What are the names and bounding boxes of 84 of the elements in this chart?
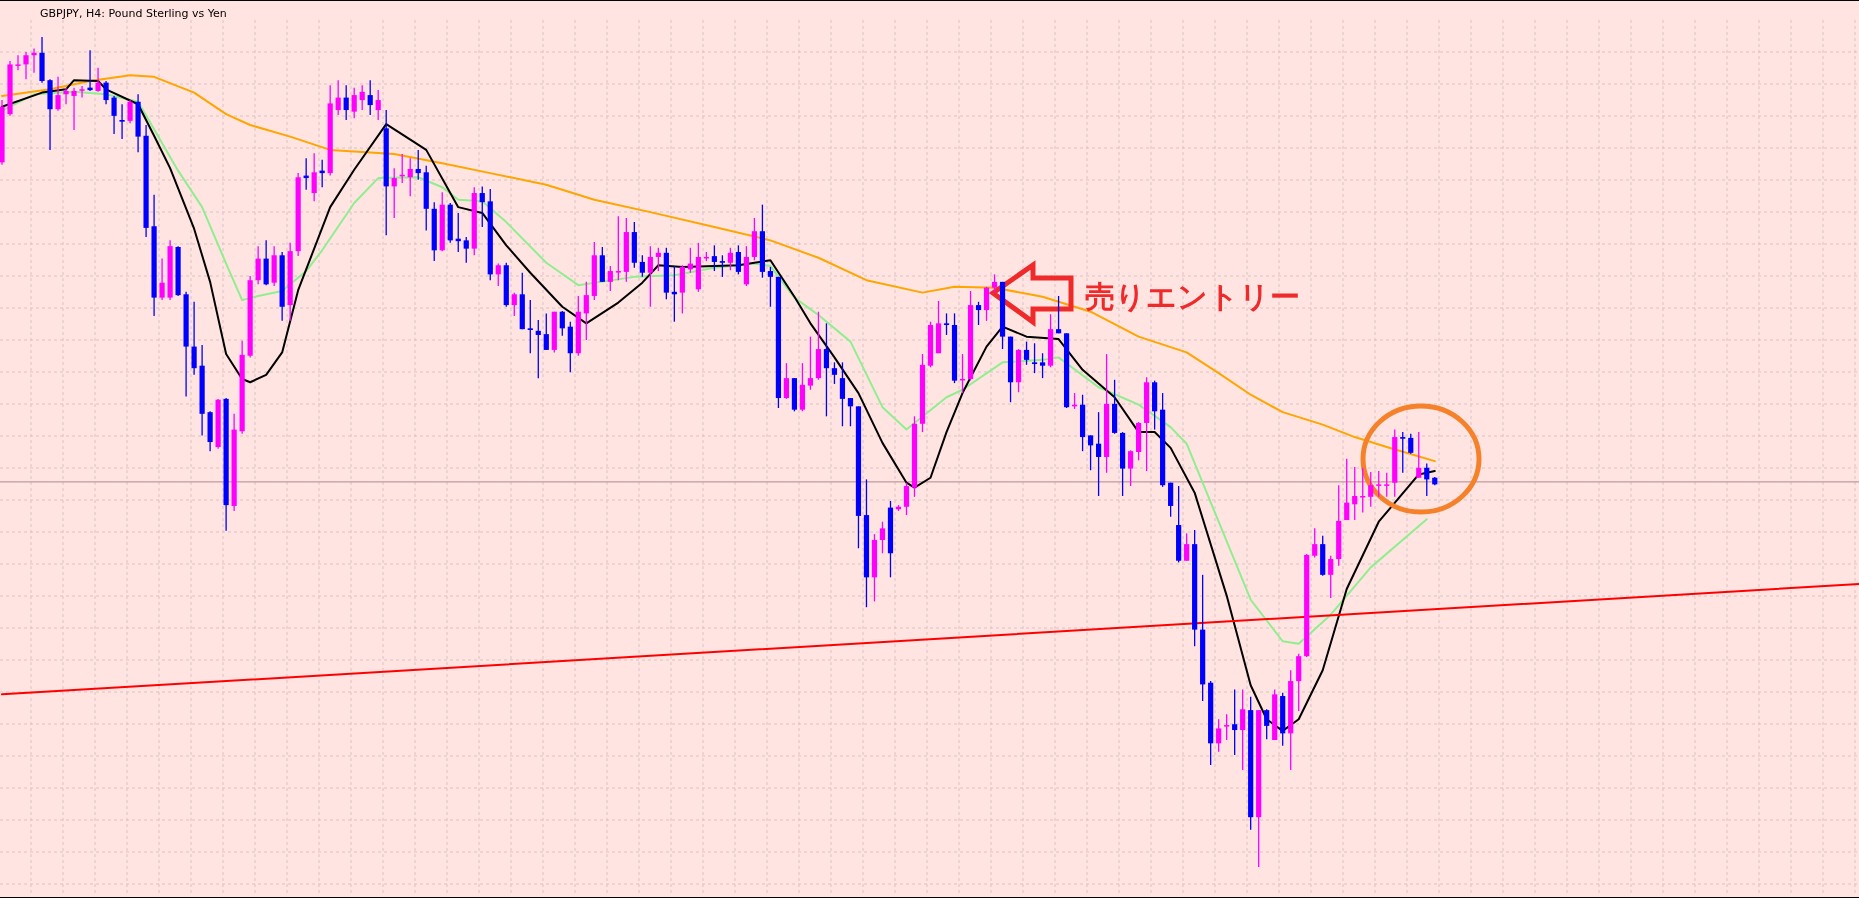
candlestick xyxy=(1416,431,1422,479)
candlestick xyxy=(1312,527,1318,559)
candlestick xyxy=(103,80,109,105)
candlestick xyxy=(583,281,589,341)
candlestick xyxy=(1087,434,1094,471)
candlestick xyxy=(391,167,397,219)
candlestick xyxy=(727,247,733,271)
candlestick xyxy=(1400,431,1406,474)
candlestick xyxy=(1232,688,1238,756)
candlestick xyxy=(1384,472,1390,498)
candlestick xyxy=(111,95,117,135)
candlestick xyxy=(255,245,261,285)
chart-title: GBPJPY, H4: Pound Sterling vs Yen xyxy=(40,7,227,20)
candlestick xyxy=(615,215,621,281)
candlestick xyxy=(1128,449,1134,487)
candlestick xyxy=(1224,713,1230,741)
annotation: 売りエントリー xyxy=(1085,279,1300,314)
candlestick xyxy=(1344,457,1350,521)
candlestick xyxy=(343,84,349,121)
candlestick xyxy=(351,86,357,119)
candlestick xyxy=(1095,411,1102,497)
candlestick xyxy=(495,262,501,287)
candlestick xyxy=(95,67,101,93)
candlestick xyxy=(1168,482,1174,518)
candlestick xyxy=(559,310,565,337)
candlestick xyxy=(831,361,838,385)
candlestick xyxy=(1240,688,1246,771)
candlestick xyxy=(407,157,413,198)
candlestick xyxy=(1424,462,1430,497)
candlestick xyxy=(71,86,77,131)
candlestick xyxy=(79,85,85,99)
candlestick xyxy=(879,521,886,554)
candlestick xyxy=(87,49,93,92)
candlestick xyxy=(479,185,485,228)
candlestick xyxy=(191,301,197,376)
candlestick xyxy=(903,482,910,516)
candlestick xyxy=(1352,466,1358,521)
candlestick xyxy=(807,335,814,391)
candlestick xyxy=(31,47,37,74)
candlestick xyxy=(1264,708,1270,740)
candlestick xyxy=(335,79,341,116)
candlestick xyxy=(159,257,165,301)
candlestick xyxy=(719,254,725,278)
candlestick xyxy=(543,312,549,351)
candlestick xyxy=(23,51,29,80)
candlestick xyxy=(1039,352,1046,379)
candlestick xyxy=(1328,555,1334,599)
candlestick xyxy=(847,397,854,427)
candlestick xyxy=(991,273,998,294)
candlestick xyxy=(1055,295,1062,334)
candlestick xyxy=(63,86,69,105)
candlestick xyxy=(55,76,61,112)
candlestick xyxy=(711,244,717,272)
candlestick xyxy=(527,299,533,354)
candlestick xyxy=(983,286,990,322)
candlestick xyxy=(647,245,653,308)
candlestick xyxy=(1031,342,1038,374)
candlestick xyxy=(367,79,373,116)
candlestick xyxy=(511,291,517,317)
candlestick xyxy=(415,149,421,181)
candlestick xyxy=(311,152,317,202)
candlestick xyxy=(975,301,982,326)
candlestick xyxy=(839,361,846,427)
candlestick xyxy=(943,312,950,336)
candlestick xyxy=(655,247,661,272)
candlestick xyxy=(15,54,21,71)
candlestick xyxy=(1376,470,1382,498)
candlestick xyxy=(607,265,613,292)
candlestick xyxy=(1184,532,1190,562)
candlestick xyxy=(783,362,790,400)
candlestick xyxy=(639,254,645,278)
candlestick xyxy=(359,84,365,111)
candlestick xyxy=(535,319,541,379)
candlestick xyxy=(735,244,741,276)
candlestick xyxy=(119,103,125,140)
candlestick xyxy=(375,89,381,121)
candlestick xyxy=(463,236,469,264)
candlestick xyxy=(823,322,830,417)
candlestick xyxy=(1368,471,1374,508)
candlestick xyxy=(1408,433,1414,455)
candlestick xyxy=(767,266,774,308)
candlestick xyxy=(1216,718,1222,753)
candlestick xyxy=(1023,340,1030,366)
candlestick xyxy=(127,99,133,124)
